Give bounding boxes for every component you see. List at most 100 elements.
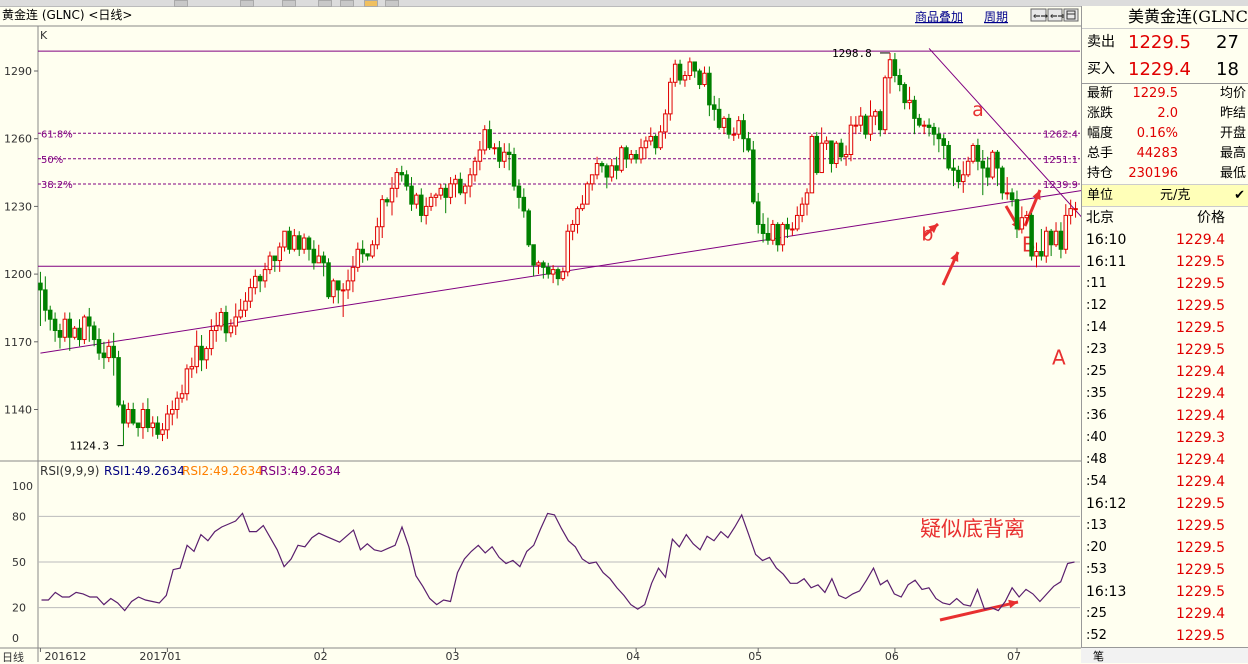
candle-body (628, 153, 634, 160)
candle-body (907, 99, 912, 104)
candle-body (970, 144, 976, 162)
candle-body (82, 316, 87, 341)
chevron-down-icon[interactable]: ✔ (1234, 188, 1245, 203)
unit-value: 元/克 (1160, 188, 1191, 203)
tick-header: 北京 价格 (1082, 207, 1248, 229)
tick-time: 16:13 (1086, 584, 1127, 600)
goods-overlay-link[interactable]: 商品叠加 (915, 9, 963, 24)
candle-body (638, 147, 644, 160)
candle-body (238, 309, 243, 318)
low-label: 1124.3 (69, 440, 109, 453)
candle-body (399, 172, 405, 176)
candle-body (1039, 251, 1044, 257)
candle-body (663, 113, 668, 133)
tick-price: 1229.5 (1176, 628, 1225, 644)
tick-price: 1229.4 (1176, 364, 1225, 380)
candle-body (506, 151, 512, 155)
stat-label: 最新 (1087, 86, 1114, 101)
toolbar-button[interactable] (318, 0, 332, 7)
candle-body (668, 81, 673, 115)
candle-body (897, 75, 903, 86)
x-tick-label: 07 (1007, 650, 1021, 662)
candle-body (819, 142, 824, 174)
candle-body (721, 117, 727, 128)
candle-body (1014, 199, 1020, 230)
rsi-legend-3: RSI3:49.2634 (260, 464, 341, 478)
candle-body (209, 330, 214, 350)
candle-body (609, 165, 614, 178)
toolbar-button[interactable] (174, 0, 188, 7)
tick-header-price: 价格 (1197, 210, 1225, 226)
candle-body (1044, 230, 1049, 257)
candle-body (87, 316, 92, 327)
candle-body (975, 144, 981, 162)
unit-label: 单位 (1087, 188, 1114, 203)
tick-time: :36 (1086, 408, 1107, 423)
candle-body (619, 147, 624, 171)
window-buttons: ⇐⇒ ⇐⇒ (1030, 8, 1079, 22)
candle-body (106, 345, 112, 359)
candle-body (809, 135, 815, 194)
candle-body (677, 63, 683, 81)
tick-row: :35 1229.4 (1082, 383, 1248, 405)
tick-row: :25 1229.4 (1082, 361, 1248, 383)
candle-body (272, 255, 278, 262)
candle-body (184, 368, 190, 395)
stat-row: 涨跌 2.0 昨结 (1082, 104, 1248, 124)
candle-body (1004, 192, 1010, 195)
candle-body (790, 228, 795, 231)
candle-body (482, 129, 488, 151)
toolbar-button[interactable] (240, 0, 254, 7)
fib-value-label: 1239.9 (1043, 180, 1078, 191)
stat-row: 总手 44283 最高 (1082, 144, 1248, 164)
candle-body (770, 223, 776, 241)
tick-time: :25 (1086, 364, 1107, 379)
arrow-rsi-head (1008, 599, 1018, 609)
candle-body (194, 345, 199, 368)
candle-body (487, 129, 492, 149)
y-tick-label: 1170 (4, 336, 32, 349)
candle-body (565, 230, 571, 273)
candle-body (345, 280, 351, 291)
toolbar-button-active[interactable] (364, 0, 378, 7)
candle-body (736, 120, 741, 135)
candle-body (531, 244, 536, 266)
candle-body (589, 174, 595, 185)
next-button[interactable] (1047, 8, 1063, 22)
candle-body (848, 124, 854, 155)
y-tick-label: 1200 (4, 268, 32, 281)
candle-body (760, 223, 766, 234)
stat-label: 涨跌 (1087, 106, 1114, 121)
candle-body (799, 203, 805, 216)
unit-row[interactable]: 单位 元/克 ✔ (1082, 184, 1248, 207)
toolbar-button[interactable] (282, 0, 296, 7)
arrows-icon: ⇐⇒ (1050, 12, 1066, 22)
high-label: 1298.8 (832, 47, 872, 60)
candle-body (292, 235, 297, 250)
candle-body (458, 178, 463, 194)
candle-body (731, 133, 737, 136)
toolbar-button[interactable] (385, 0, 399, 7)
candle-body (877, 111, 883, 131)
candle-body (389, 187, 395, 203)
stat-label-2: 昨结 (1220, 106, 1247, 121)
candle-body (477, 149, 483, 162)
tick-row: :54 1229.4 (1082, 471, 1248, 493)
candle-body (267, 255, 273, 271)
candle-body (814, 135, 820, 174)
quote-panel: 美黄金连(GLNC) 卖出 1229.5 27 买入 1229.4 18 最新 1… (1081, 6, 1248, 662)
prev-button[interactable] (1030, 8, 1047, 22)
candle-body (1000, 167, 1005, 194)
stat-label-2: 最低 (1220, 166, 1247, 181)
candle-body (126, 409, 131, 424)
candle-body (448, 183, 453, 198)
candle-body (575, 208, 580, 225)
candle-body (794, 214, 800, 230)
tick-time: :54 (1086, 474, 1107, 489)
toolbar-button[interactable] (340, 0, 354, 7)
stat-row: 持仓 230196 最低 (1082, 164, 1248, 184)
candle-body (453, 178, 458, 185)
candle-body (394, 172, 400, 189)
rsi-legend-2: RSI2:49.2634 (182, 464, 263, 478)
period-link[interactable]: 周期 (984, 10, 1008, 24)
